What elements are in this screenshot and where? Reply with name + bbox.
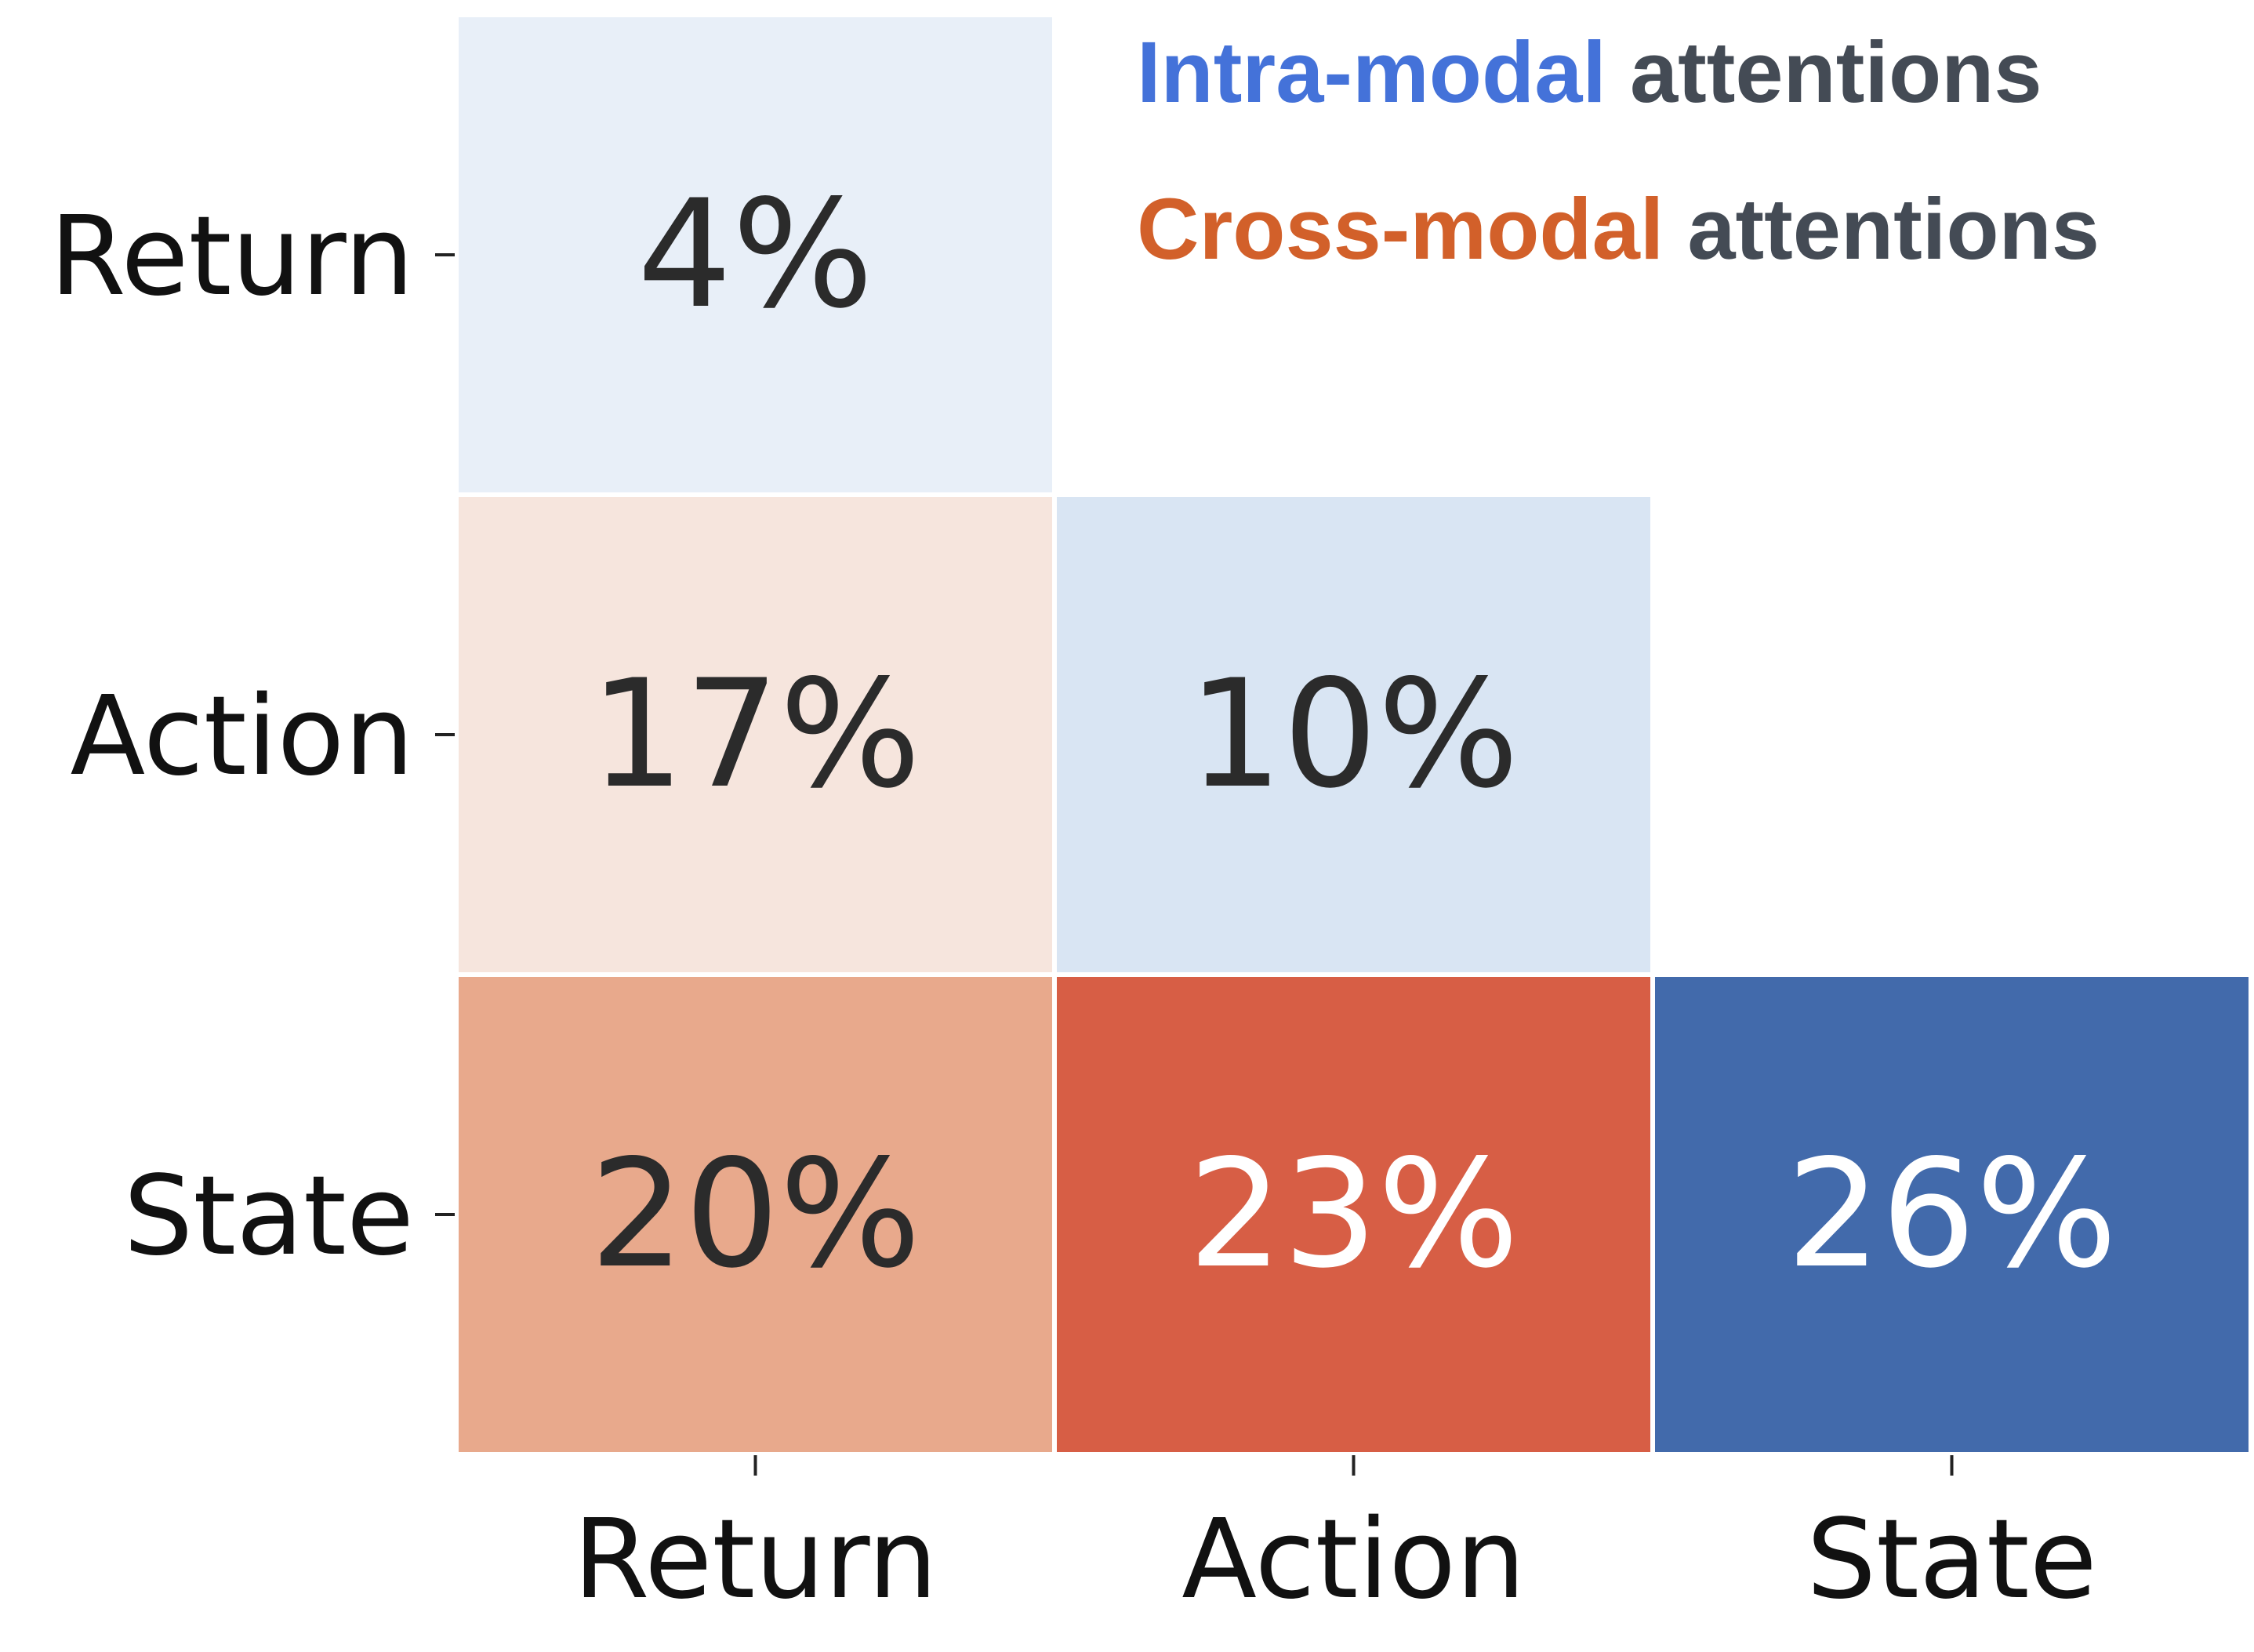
heatmap-cell-action-action <box>1057 497 1650 972</box>
x-tick-label-return: Return <box>573 1496 938 1624</box>
legend-cross: Cross-modal attentions <box>1137 181 2100 278</box>
legend-intra: Intra-modal attentions <box>1137 24 2042 121</box>
x-tick-label-action: Action <box>1181 1496 1525 1624</box>
cell-value-label: 17% <box>590 648 920 821</box>
x-tick-label-state: State <box>1806 1496 2097 1624</box>
x-axis: Return Action State <box>573 1455 2097 1624</box>
y-tick-label-state: State <box>123 1153 414 1280</box>
heatmap-cells: 4% 17% 10% 20% 23% 26% <box>459 17 2249 1452</box>
heatmap-cell-return-return <box>459 17 1052 492</box>
cell-value-label: 26% <box>1786 1127 2117 1301</box>
legend-cross-prefix: Cross-modal <box>1137 181 1664 278</box>
heatmap-cell-state-state <box>1655 977 2249 1452</box>
legend-cross-suffix: attentions <box>1687 181 2100 278</box>
cell-value-label: 20% <box>590 1127 920 1301</box>
y-axis: Return Action State <box>49 193 455 1280</box>
cell-value-label: 23% <box>1188 1127 1519 1301</box>
y-tick-label-action: Action <box>71 673 414 801</box>
legend: Intra-modal attentions Cross-modal attenti… <box>1137 24 2100 278</box>
heatmap-cell-state-action <box>1057 977 1650 1452</box>
heatmap-cell-state-return <box>459 977 1052 1452</box>
legend-intra-prefix: Intra-modal <box>1137 24 1606 121</box>
heatmap-cell-action-return <box>459 497 1052 972</box>
y-tick-label-return: Return <box>49 193 414 321</box>
cell-value-label: 10% <box>1188 648 1519 821</box>
cell-value-label: 4% <box>637 168 873 341</box>
legend-intra-suffix: attentions <box>1630 24 2042 121</box>
